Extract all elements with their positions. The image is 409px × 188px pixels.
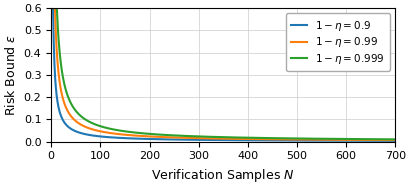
$1 - \eta = 0.99$ xyxy=(67,112,72,115)
Legend: $1 - \eta = 0.9$, $1 - \eta = 0.99$, $1 - \eta = 0.999$: $1 - \eta = 0.9$, $1 - \eta = 0.99$, $1 … xyxy=(285,13,389,71)
$1 - \eta = 0.999$ xyxy=(207,136,211,138)
$1 - \eta = 0.99$ xyxy=(207,137,211,139)
Line: $1 - \eta = 0.99$: $1 - \eta = 0.99$ xyxy=(52,8,394,140)
$1 - \eta = 0.9$ xyxy=(207,139,211,141)
$1 - \eta = 0.99$ xyxy=(216,137,221,140)
$1 - \eta = 0.999$ xyxy=(382,138,387,140)
$1 - \eta = 0.9$ xyxy=(392,140,397,142)
$1 - \eta = 0.999$ xyxy=(49,7,54,9)
$1 - \eta = 0.99$ xyxy=(382,139,387,141)
X-axis label: Verification Samples $N$: Verification Samples $N$ xyxy=(151,167,294,184)
$1 - \eta = 0.99$ xyxy=(382,139,387,141)
$1 - \eta = 0.99$ xyxy=(392,139,397,141)
Y-axis label: Risk Bound $\varepsilon$: Risk Bound $\varepsilon$ xyxy=(4,34,18,116)
$1 - \eta = 0.99$ xyxy=(319,139,324,141)
$1 - \eta = 0.999$ xyxy=(67,99,72,101)
$1 - \eta = 0.999$ xyxy=(392,138,397,140)
$1 - \eta = 0.9$ xyxy=(67,127,72,129)
$1 - \eta = 0.999$ xyxy=(382,138,387,140)
$1 - \eta = 0.999$ xyxy=(319,138,324,140)
Line: $1 - \eta = 0.999$: $1 - \eta = 0.999$ xyxy=(52,8,394,139)
$1 - \eta = 0.9$ xyxy=(319,139,324,142)
$1 - \eta = 0.9$ xyxy=(382,140,387,142)
Line: $1 - \eta = 0.9$: $1 - \eta = 0.9$ xyxy=(52,8,394,141)
$1 - \eta = 0.9$ xyxy=(49,7,54,9)
$1 - \eta = 0.9$ xyxy=(382,140,387,142)
$1 - \eta = 0.99$ xyxy=(49,7,54,9)
$1 - \eta = 0.9$ xyxy=(216,139,221,141)
$1 - \eta = 0.999$ xyxy=(216,136,221,138)
